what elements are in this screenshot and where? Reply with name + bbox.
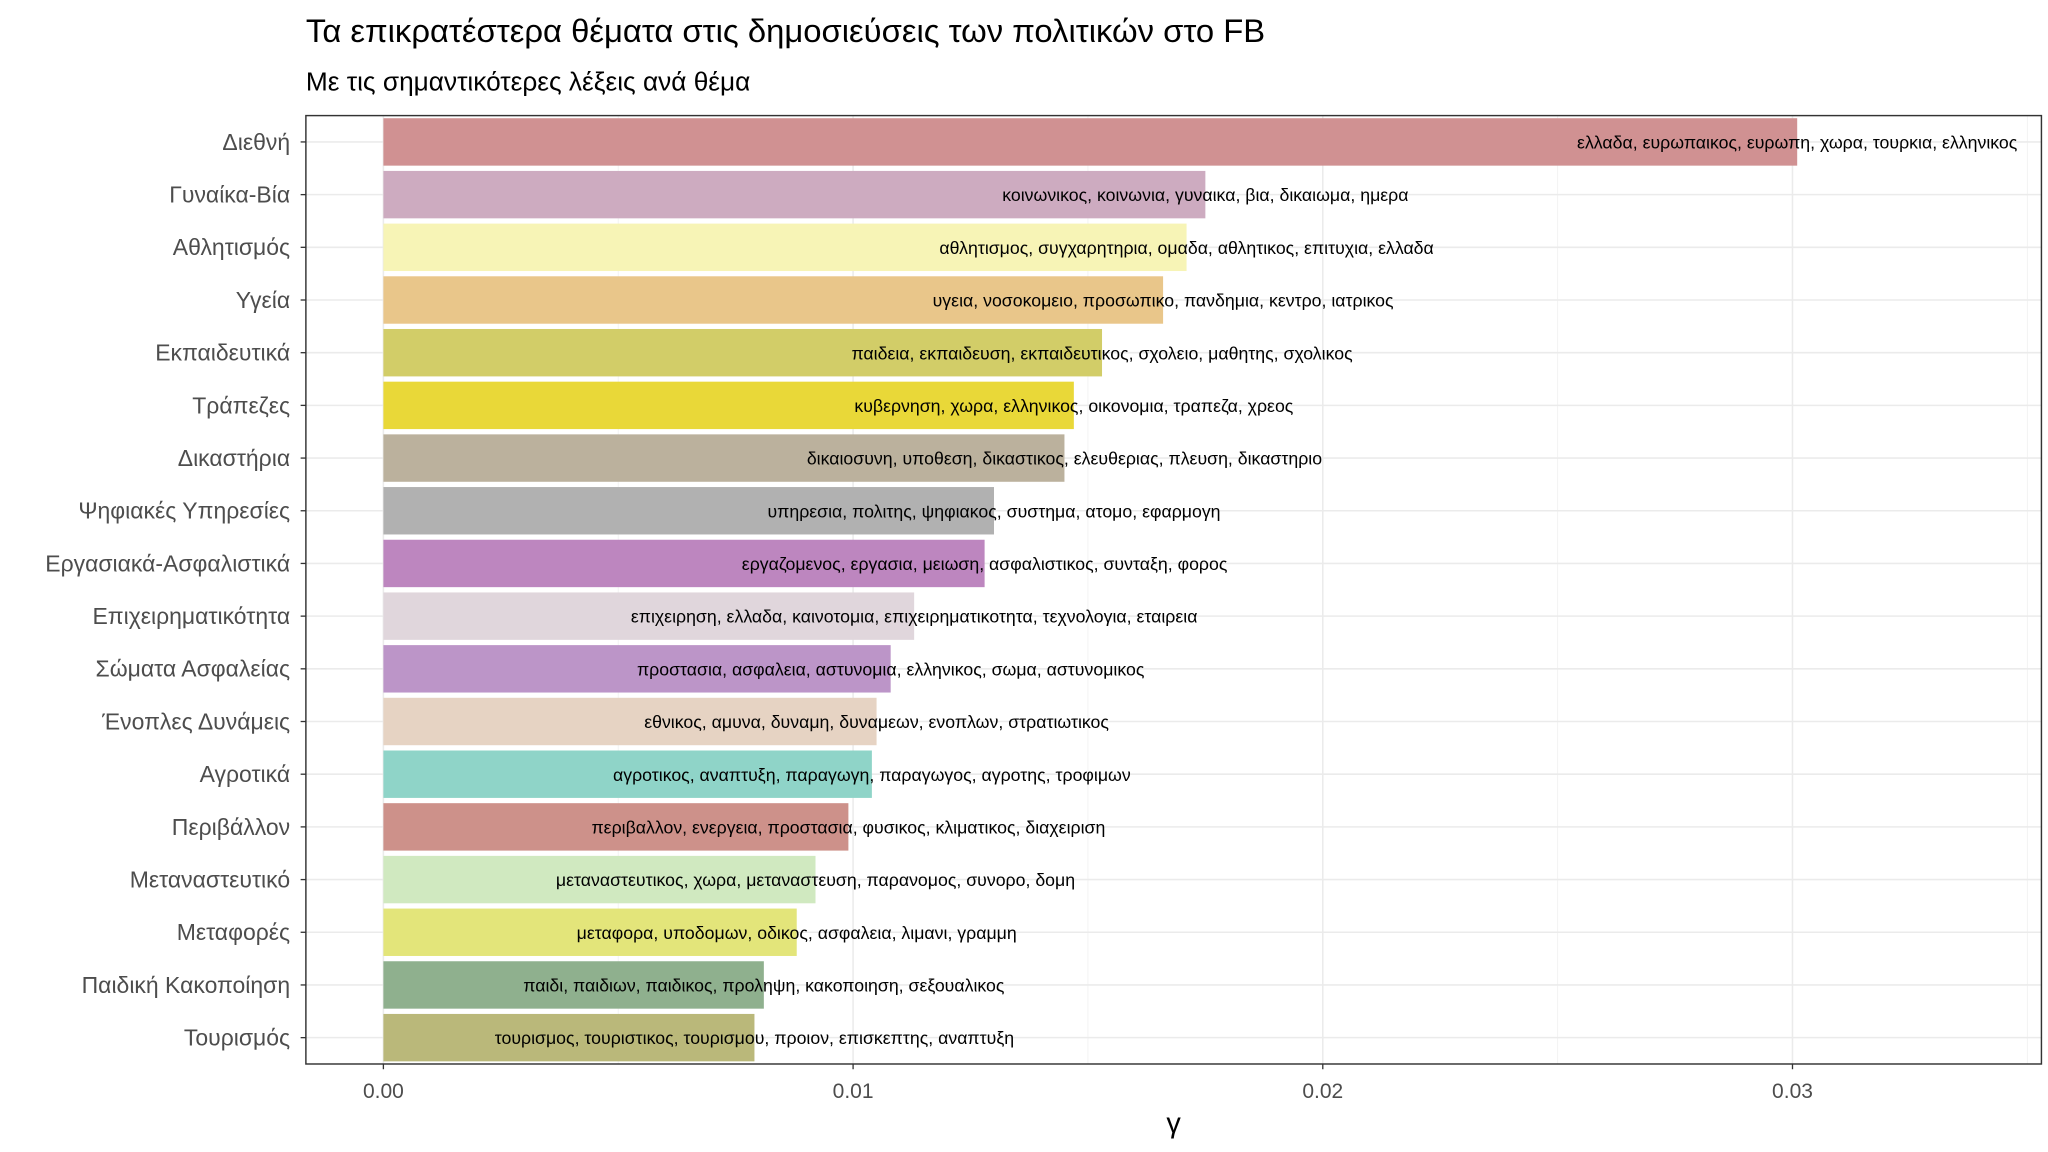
bar [383, 908, 797, 956]
chart-subtitle: Με τις σημαντικότερες λέξεις ανά θέμα [306, 67, 750, 97]
bar-label: εθνικος, αμυνα, δυναμη, δυναμεων, ενοπλω… [644, 712, 1109, 732]
bar-label: αθλητισμος, συγχαρητηρια, ομαδα, αθλητικ… [939, 238, 1433, 258]
bar-label: αγροτικος, αναπτυξη, παραγωγη, παραγωγος… [613, 765, 1131, 785]
y-tick-label: Παιδική Κακοποίηση [82, 972, 291, 998]
x-tick-label: 0.00 [363, 1080, 404, 1103]
bar [383, 223, 1187, 272]
bar-label: παιδεια, εκπαιδευση, εκπαιδευτικος, σχολ… [851, 343, 1352, 363]
y-tick-label: Επιχειρηματικότητα [92, 603, 290, 629]
y-tick-label: Διεθνή [222, 129, 290, 155]
bar-labels: ελλαδα, ευρωπαικος, ευρωπη, χωρα, τουρκι… [495, 133, 2018, 1049]
bar [383, 539, 985, 588]
bar [383, 276, 1164, 324]
bar [383, 381, 1074, 430]
x-axis-label: γ [1166, 1107, 1181, 1139]
bar [383, 645, 891, 693]
bar [383, 328, 1103, 377]
y-tick-label: Περιβάλλον [172, 814, 290, 840]
bar-label: περιβαλλον, ενεργεια, προστασια, φυσικος… [591, 817, 1105, 837]
bar-label: μεταφορα, υποδομων, οδικος, ασφαλεια, λι… [577, 923, 1017, 943]
bar-label: προστασια, ασφαλεια, αστυνομια, ελληνικο… [637, 659, 1144, 679]
bar [383, 750, 872, 798]
bar-label: επιχειρηση, ελλαδα, καινοτομια, επιχειρη… [631, 607, 1198, 627]
y-tick-label: Αθλητισμός [173, 234, 290, 260]
x-tick-label: 0.03 [1772, 1080, 1813, 1103]
bar-label: μεταναστευτικος, χωρα, μεταναστευση, παρ… [556, 870, 1075, 890]
bar [383, 118, 1798, 166]
bar-label: παιδι, παιδιων, παιδικος, προληψη, κακοπ… [523, 976, 1004, 996]
y-tick-label: Ένοπλες Δυνάμεις [101, 708, 290, 734]
y-tick-label: Εκπαιδευτικά [155, 340, 290, 366]
x-tick-label: 0.02 [1302, 1080, 1343, 1103]
y-tick-label: Υγεία [236, 287, 290, 313]
y-tick-label: Γυναίκα-Βία [169, 182, 290, 208]
bar-label: ελλαδα, ευρωπαικος, ευρωπη, χωρα, τουρκι… [1577, 133, 2017, 153]
y-tick-label: Αγροτικά [200, 761, 291, 787]
y-tick-label: Εργασιακά-Ασφαλιστικά [45, 550, 290, 576]
bar-label: κυβερνηση, χωρα, ελληνικος, οικονομια, τ… [854, 396, 1293, 416]
y-tick-label: Σώματα Ασφαλείας [96, 656, 291, 682]
bars [383, 118, 1798, 1062]
y-tick-label: Μεταφορές [177, 919, 290, 945]
bar-label: εργαζομενος, εργασια, μειωση, ασφαλιστικ… [742, 554, 1228, 574]
bar [383, 803, 849, 851]
bar-label: τουρισμος, τουριστικος, τουρισμου, προιο… [495, 1028, 1014, 1048]
bar [383, 592, 915, 640]
y-axis: Διεθνή Γυναίκα-Βία Αθλητισμός Υγεία Εκπαιδευ… [45, 129, 306, 1051]
bar [383, 855, 816, 904]
y-tick-label: Τουρισμός [184, 1025, 290, 1051]
y-tick-label: Τράπεζες [192, 392, 290, 418]
bar-label: κοινωνικος, κοινωνια, γυναικα, βια, δικα… [1002, 185, 1408, 205]
x-tick-label: 0.01 [833, 1080, 874, 1103]
y-tick-label: Δικαστήρια [178, 445, 290, 471]
bar [383, 434, 1065, 482]
bar [383, 170, 1206, 219]
bar-label: υγεια, νοσοκομειο, προσωπικο, πανδημια, … [933, 291, 1394, 311]
bar [383, 961, 764, 1009]
chart-title: Τα επικρατέστερα θέματα στις δημοσιεύσει… [306, 12, 1265, 49]
bar [383, 1013, 755, 1062]
panel-border [305, 114, 2043, 1065]
y-tick-label: Μεταναστευτικό [130, 866, 290, 892]
bar-label: δικαιοσυνη, υποθεση, δικαστικος, ελευθερ… [807, 449, 1322, 469]
bar [383, 487, 995, 535]
x-axis: 0.00 0.01 0.02 0.03 [363, 1063, 1813, 1103]
bar-label: υπηρεσια, πολιτης, ψηφιακος, συστημα, ατ… [767, 501, 1220, 521]
bar [383, 697, 877, 746]
y-tick-label: Ψηφιακές Υπηρεσίες [78, 498, 290, 524]
